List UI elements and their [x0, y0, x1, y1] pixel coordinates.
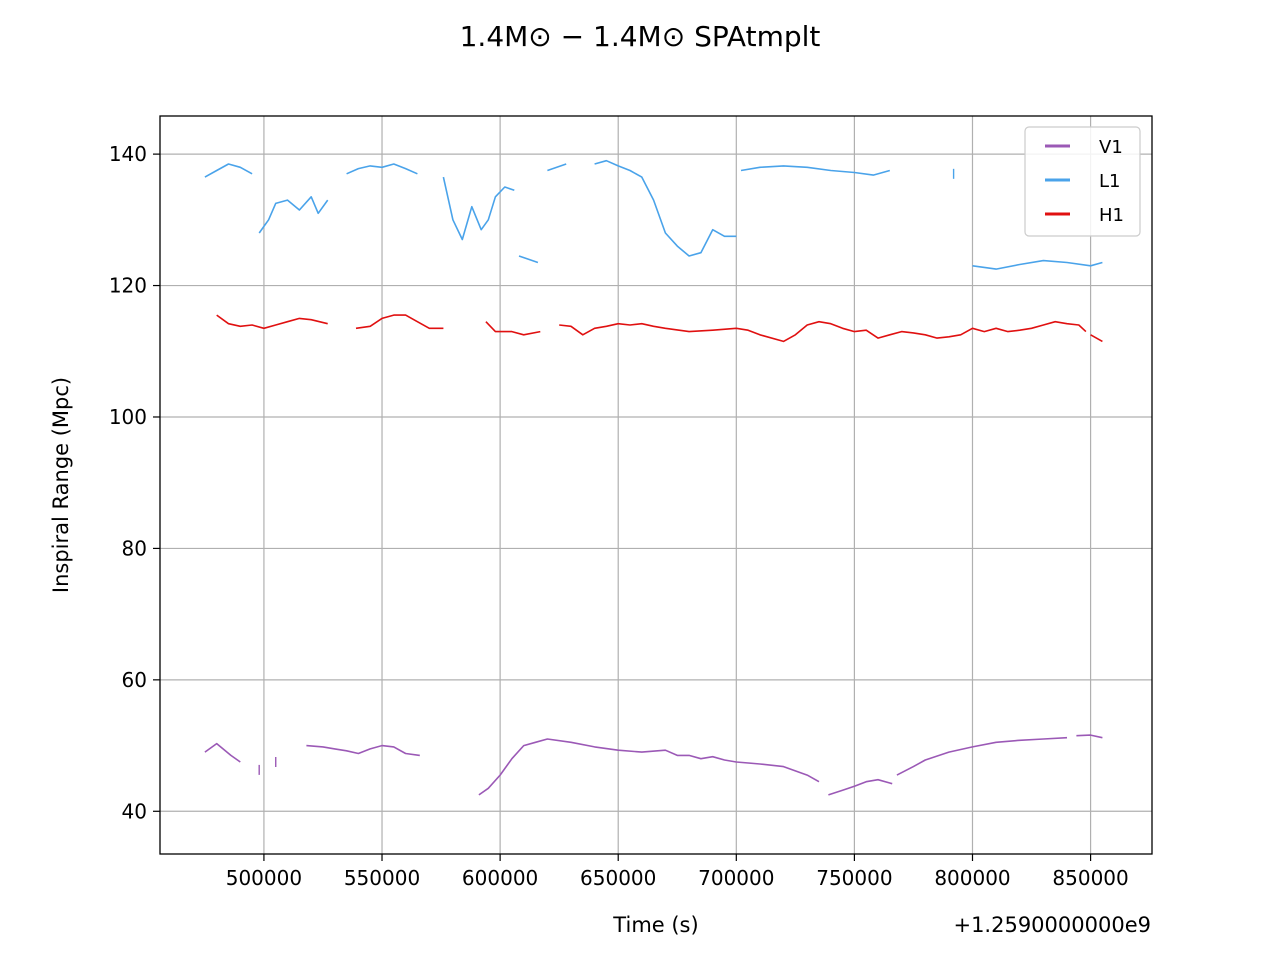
x-offset-label: +1.2590000000e9 — [953, 913, 1151, 937]
x-tick-label: 650000 — [580, 866, 656, 890]
y-tick-label: 140 — [109, 142, 147, 166]
x-tick-label: 850000 — [1052, 866, 1128, 890]
plot-frame — [159, 115, 1153, 855]
series-line — [828, 778, 893, 796]
series-line — [972, 259, 1103, 270]
series-line — [478, 738, 820, 796]
series-layer — [204, 159, 1103, 796]
series-line — [547, 163, 567, 172]
x-tick-label: 700000 — [698, 866, 774, 890]
series-line — [306, 744, 420, 757]
series-line — [204, 742, 241, 763]
series-line — [216, 314, 328, 330]
series-line — [594, 159, 737, 257]
legend-entries: V1 L1 H1 — [1045, 137, 1124, 226]
x-tick-label: 600000 — [462, 866, 538, 890]
x-tick-label: 550000 — [344, 866, 420, 890]
y-tick-label: 80 — [122, 536, 147, 560]
grid-layer — [160, 116, 1152, 854]
series-line — [258, 196, 329, 234]
series-line — [896, 736, 1068, 776]
legend-label-v1: V1 — [1099, 137, 1123, 158]
ticks-layer: 500000 550000 600000 650000 700000 750000 8000… — [109, 142, 1129, 890]
series-line — [485, 321, 541, 336]
y-tick-label: 120 — [109, 274, 147, 298]
y-tick-label: 100 — [109, 405, 147, 429]
y-tick-label: 60 — [122, 668, 147, 692]
series-line — [740, 165, 891, 176]
legend-label-l1: L1 — [1099, 171, 1120, 192]
series-line — [346, 163, 418, 175]
series-l1 — [204, 159, 1103, 270]
x-tick-label: 500000 — [226, 866, 302, 890]
series-line — [355, 314, 444, 330]
legend: V1 L1 H1 — [1024, 126, 1141, 237]
chart-title: 1.4M⊙ − 1.4M⊙ SPAtmplt — [460, 20, 821, 53]
legend-box — [1024, 126, 1141, 237]
series-line — [442, 176, 515, 241]
series-line — [204, 163, 253, 178]
series-line — [518, 255, 539, 264]
series-line — [1090, 334, 1103, 343]
series-line — [559, 320, 1087, 343]
x-tick-label: 800000 — [934, 866, 1010, 890]
x-axis-label: Time (s) — [612, 913, 698, 937]
series-h1 — [216, 314, 1103, 343]
legend-label-h1: H1 — [1099, 205, 1124, 226]
x-tick-label: 750000 — [816, 866, 892, 890]
series-v1 — [204, 734, 1103, 796]
y-axis-label: Inspiral Range (Mpc) — [49, 377, 73, 593]
y-tick-label: 40 — [122, 799, 147, 823]
series-line — [1076, 734, 1103, 739]
